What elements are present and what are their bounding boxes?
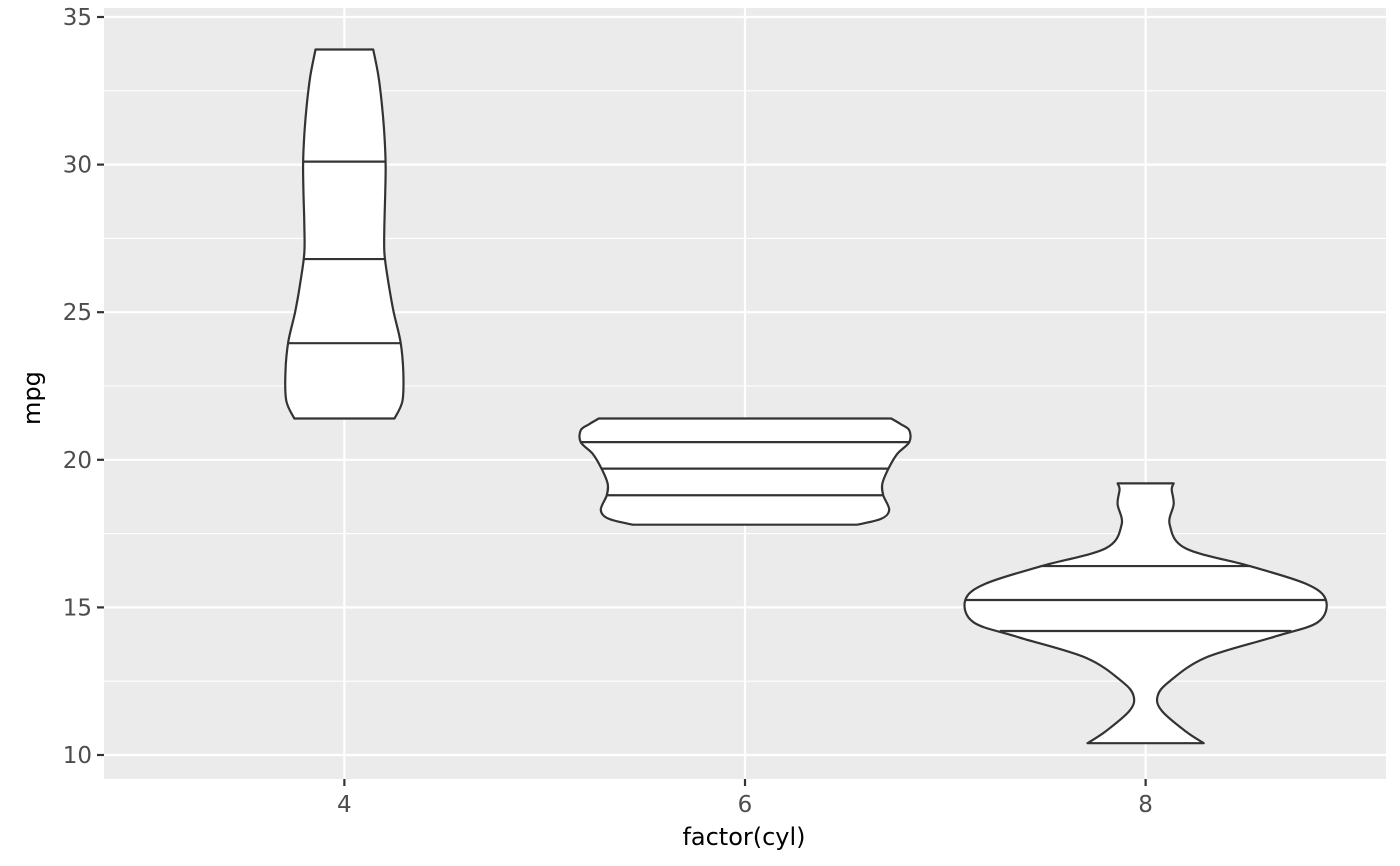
violin-group <box>963 482 1328 745</box>
x-tick-label: 6 <box>738 792 753 818</box>
violins <box>284 48 1328 745</box>
violin-group <box>578 417 912 526</box>
x-tick-label: 8 <box>1138 792 1153 818</box>
violin-shape <box>963 482 1328 745</box>
y-tick-label: 20 <box>63 448 92 474</box>
x-tick-label: 4 <box>337 792 352 818</box>
y-axis: 10 15 20 25 30 35 <box>63 5 104 769</box>
y-tick-label: 10 <box>63 743 92 769</box>
y-axis-title: mpg <box>18 371 46 425</box>
y-tick-label: 35 <box>63 5 92 31</box>
y-tick-label: 25 <box>63 300 92 326</box>
violin-shape <box>578 417 912 526</box>
y-tick-label: 30 <box>63 153 92 179</box>
violin-group <box>284 48 405 420</box>
x-axis-title: factor(cyl) <box>682 823 805 851</box>
violin-shape <box>284 48 405 420</box>
x-axis: 4 6 8 <box>337 779 1153 818</box>
y-tick-label: 15 <box>63 595 92 621</box>
